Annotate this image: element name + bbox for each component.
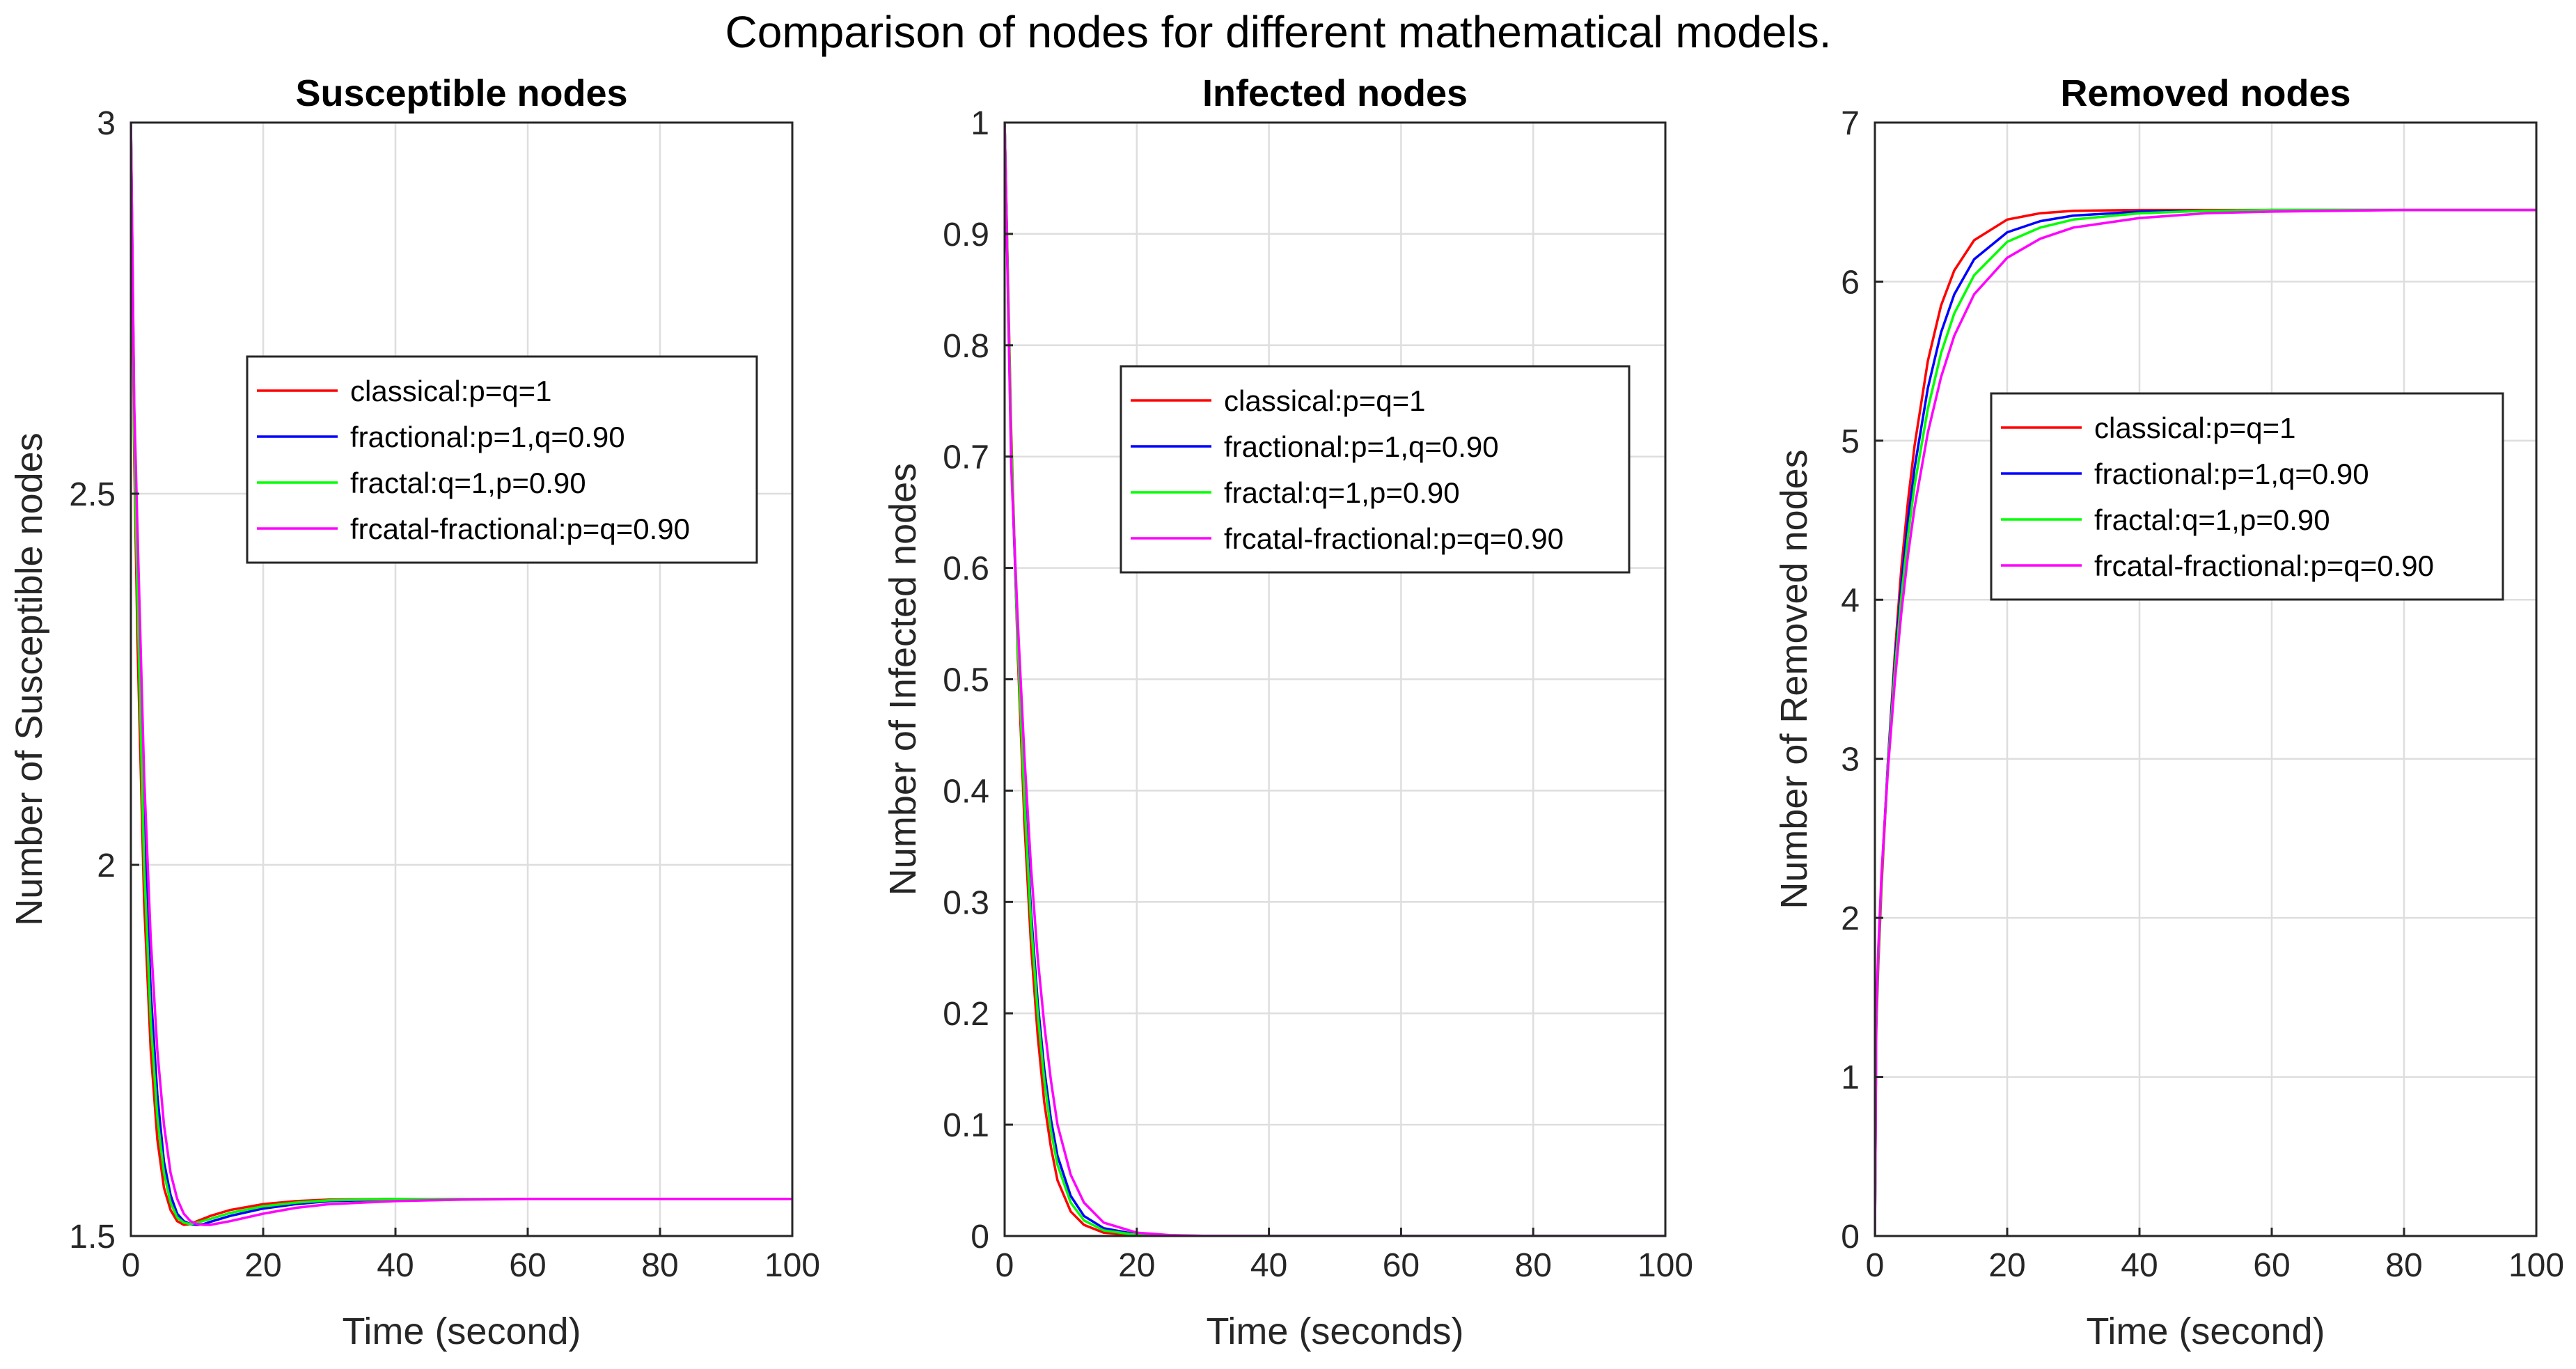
legend-label-susceptible-3: frcatal-fractional:p=q=0.90 bbox=[350, 513, 690, 545]
x-axis-label-infected: Time (seconds) bbox=[1206, 1311, 1463, 1352]
y-tick-label-susceptible-1: 2 bbox=[97, 847, 116, 884]
legend-label-infected-2: fractal:q=1,p=0.90 bbox=[1224, 476, 1460, 509]
legend-removed: classical:p=q=1 fractional:p=1,q=0.90 frac… bbox=[1990, 392, 2504, 601]
y-tick-label-infected-9: 0.9 bbox=[943, 217, 989, 253]
yticks-infected: 0 0.1 0.2 0.3 0.4 0.5 0.6 0.7 0.8 0.9 1 bbox=[943, 105, 1013, 1255]
y-tick-label-infected-7: 0.7 bbox=[943, 439, 989, 476]
y-tick-label-removed-6: 6 bbox=[1841, 264, 1860, 301]
x-tick-label-infected-4: 80 bbox=[1515, 1247, 1552, 1284]
legend-label-susceptible-1: fractional:p=1,q=0.90 bbox=[350, 421, 625, 453]
axes-frame-susceptible bbox=[129, 121, 794, 1237]
y-tick-label-susceptible-3: 3 bbox=[97, 105, 116, 142]
x-tick-label-susceptible-5: 100 bbox=[764, 1247, 820, 1284]
series-line-removed-3 bbox=[1875, 208, 2536, 1236]
y-axis-label-susceptible: Number of Susceptible nodes bbox=[8, 432, 50, 925]
x-axis-label-removed: Time (second) bbox=[2086, 1311, 2325, 1352]
x-axis-label-susceptible: Time (second) bbox=[342, 1311, 581, 1352]
legend-label-infected-0: classical:p=q=1 bbox=[1224, 384, 1426, 417]
legend-label-infected-1: fractional:p=1,q=0.90 bbox=[1224, 430, 1499, 463]
x-tick-label-removed-3: 60 bbox=[2253, 1247, 2290, 1284]
legend-label-removed-0: classical:p=q=1 bbox=[2094, 412, 2296, 444]
y-tick-label-removed-3: 3 bbox=[1841, 742, 1860, 779]
y-tick-label-infected-0: 0 bbox=[971, 1219, 989, 1255]
series-line-infected-2 bbox=[1005, 123, 1665, 1236]
x-tick-label-susceptible-2: 40 bbox=[377, 1247, 414, 1284]
y-tick-label-removed-5: 5 bbox=[1841, 423, 1860, 460]
axes-frame-removed bbox=[1874, 121, 2538, 1237]
y-tick-label-infected-4: 0.4 bbox=[943, 773, 989, 810]
x-tick-label-infected-5: 100 bbox=[1638, 1247, 1693, 1284]
x-tick-label-removed-5: 100 bbox=[2508, 1247, 2564, 1284]
panel-title-susceptible: Susceptible nodes bbox=[295, 72, 627, 114]
y-tick-label-susceptible-0: 1.5 bbox=[69, 1219, 116, 1255]
y-axis-label-infected: Number of Infected nodes bbox=[882, 463, 924, 895]
panel-title-infected: Infected nodes bbox=[1202, 72, 1468, 114]
y-tick-label-infected-2: 0.2 bbox=[943, 996, 989, 1033]
y-tick-label-infected-1: 0.1 bbox=[943, 1107, 989, 1144]
xticks-removed: 0 20 40 60 80 100 bbox=[1866, 1228, 2564, 1284]
legend-susceptible: classical:p=q=1 fractional:p=1,q=0.90 frac… bbox=[246, 355, 758, 564]
x-tick-label-susceptible-1: 20 bbox=[244, 1247, 281, 1284]
legend-label-infected-3: frcatal-fractional:p=q=0.90 bbox=[1224, 522, 1564, 555]
y-tick-label-removed-2: 2 bbox=[1841, 900, 1860, 937]
series-removed bbox=[1875, 208, 2536, 1236]
x-tick-label-infected-1: 20 bbox=[1118, 1247, 1155, 1284]
x-tick-label-infected-2: 40 bbox=[1250, 1247, 1287, 1284]
legend-label-removed-1: fractional:p=1,q=0.90 bbox=[2094, 457, 2369, 490]
y-tick-label-infected-3: 0.3 bbox=[943, 884, 989, 921]
yticks-susceptible: 1.5 2 2.5 3 bbox=[69, 105, 139, 1255]
x-tick-label-susceptible-3: 60 bbox=[509, 1247, 546, 1284]
figure-title: Comparison of nodes for different mathem… bbox=[725, 7, 1832, 57]
y-axis-label-removed: Number of Removed nodes bbox=[1773, 449, 1815, 909]
panel-title-removed: Removed nodes bbox=[2060, 72, 2350, 114]
legend-label-removed-3: frcatal-fractional:p=q=0.90 bbox=[2094, 549, 2434, 582]
panel-removed: Removed nodes 0 20 40 60 80 100 0 1 2 3 4 5 6 7 Time… bbox=[1773, 72, 2564, 1352]
legend-label-susceptible-0: classical:p=q=1 bbox=[350, 375, 552, 407]
x-tick-label-susceptible-4: 80 bbox=[641, 1247, 678, 1284]
legend-label-susceptible-2: fractal:q=1,p=0.90 bbox=[350, 467, 586, 499]
x-tick-label-removed-2: 40 bbox=[2121, 1247, 2158, 1284]
x-tick-label-infected-0: 0 bbox=[996, 1247, 1014, 1284]
yticks-removed: 0 1 2 3 4 5 6 7 bbox=[1841, 105, 1883, 1255]
x-tick-label-removed-1: 20 bbox=[1988, 1247, 2025, 1284]
panel-susceptible: Susceptible nodes 0 20 40 60 80 100 1.522.53 … bbox=[8, 72, 820, 1352]
y-tick-label-susceptible-2: 2.5 bbox=[69, 476, 116, 513]
xticks-infected: 0 20 40 60 80 100 bbox=[996, 1228, 1693, 1284]
x-tick-label-removed-0: 0 bbox=[1866, 1247, 1885, 1284]
legend-infected: classical:p=q=1 fractional:p=1,q=0.90 frac… bbox=[1120, 365, 1631, 574]
y-tick-label-infected-5: 0.5 bbox=[943, 662, 989, 699]
y-tick-label-removed-0: 0 bbox=[1841, 1219, 1860, 1255]
legend-label-removed-2: fractal:q=1,p=0.90 bbox=[2094, 503, 2330, 536]
x-tick-label-removed-4: 80 bbox=[2385, 1247, 2422, 1284]
x-tick-label-susceptible-0: 0 bbox=[122, 1247, 141, 1284]
y-tick-label-removed-4: 4 bbox=[1841, 582, 1860, 619]
x-tick-label-infected-3: 60 bbox=[1383, 1247, 1420, 1284]
y-tick-label-removed-7: 7 bbox=[1841, 105, 1860, 142]
xticks-susceptible: 0 20 40 60 80 100 bbox=[122, 1228, 820, 1284]
series-susceptible bbox=[131, 123, 792, 1226]
series-line-susceptible-3 bbox=[131, 123, 792, 1226]
panel-infected: Infected nodes 0 20 40 60 80 100 0 0.1 0.2 0.3 0.… bbox=[882, 72, 1693, 1352]
y-tick-label-removed-1: 1 bbox=[1841, 1060, 1860, 1097]
y-tick-label-infected-10: 1 bbox=[971, 105, 989, 142]
y-tick-label-infected-8: 0.8 bbox=[943, 328, 989, 365]
y-tick-label-infected-6: 0.6 bbox=[943, 551, 989, 588]
